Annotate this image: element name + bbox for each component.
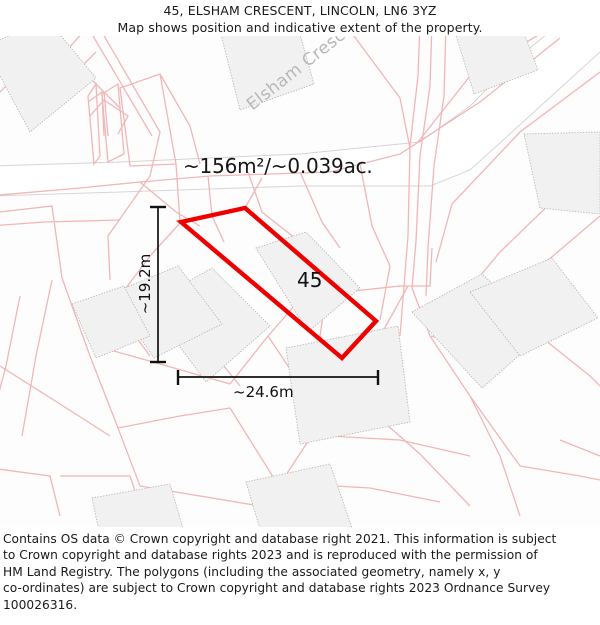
- building-footprints: [0, 36, 600, 527]
- map-canvas: [0, 36, 600, 527]
- footer-line: Contains OS data © Crown copyright and d…: [3, 532, 557, 546]
- footer-line: to Crown copyright and database rights 2…: [3, 548, 538, 563]
- page-title: 45, ELSHAM CRESCENT, LINCOLN, LN6 3YZ: [163, 3, 437, 18]
- footer-line: co-ordinates) are subject to Crown copyr…: [3, 581, 551, 596]
- copyright-footer: Contains OS data © Crown copyright and d…: [0, 527, 600, 614]
- map-header: 45, ELSHAM CRESCENT, LINCOLN, LN6 3YZ Ma…: [0, 0, 600, 36]
- footer-line: 100026316.: [3, 597, 78, 612]
- property-map[interactable]: Elsham Crescent ~156m²/~0.039ac. 45 ~19.…: [0, 36, 600, 527]
- footer-line: HM Land Registry. The polygons (includin…: [3, 564, 501, 579]
- dimension-vertical-bar: [150, 205, 166, 364]
- page-subtitle: Map shows position and indicative extent…: [117, 20, 483, 35]
- dimension-horizontal-bar: [176, 370, 380, 385]
- property-outline[interactable]: [176, 205, 380, 362]
- building-footprints-secondary: [71, 231, 599, 359]
